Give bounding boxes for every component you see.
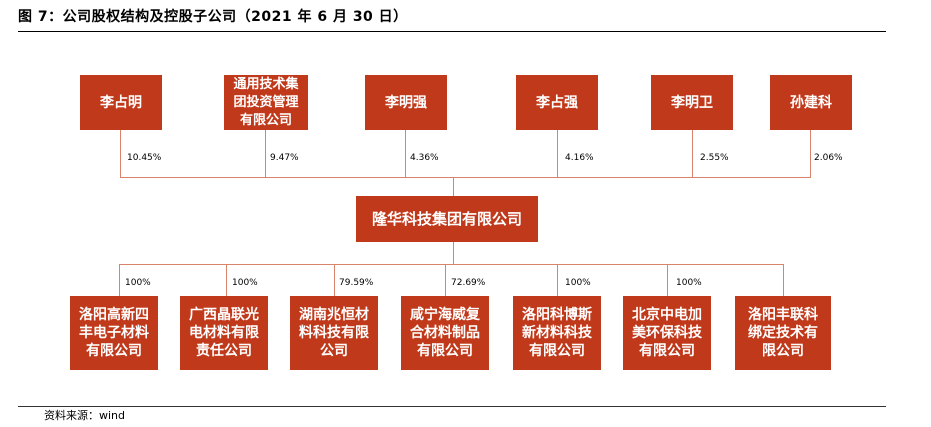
subsidiary-name-line2: 料科技有限 (299, 325, 369, 341)
shareholder-box-3: 李明强 (365, 75, 447, 130)
stake-label: 2.06% (814, 153, 843, 163)
connector-line (557, 130, 558, 177)
subsidiary-name-line1: 北京中电加 (632, 307, 702, 323)
subsidiary-name-line2: 丰电子材料 (79, 325, 149, 341)
connector-line (405, 130, 406, 177)
stake-label: 4.16% (565, 153, 594, 163)
subsidiary-name-line3: 有限公司 (639, 343, 695, 359)
parent-company-box: 隆华科技集团有限公司 (356, 196, 538, 242)
subsidiary-name-line3: 限公司 (762, 343, 804, 359)
shareholder-box-5: 李明卫 (651, 75, 733, 130)
connector-line (557, 264, 558, 296)
subsidiary-box-2: 广西晶联光 电材料有限 责任公司 (180, 296, 268, 370)
subsidiary-name-line1: 湖南兆恒材 (299, 307, 369, 323)
subsidiary-name-line2: 电材料有限 (189, 325, 259, 341)
connector-line (334, 264, 335, 296)
subsidiary-name-line2: 绑定技术有 (748, 325, 818, 341)
subsidiary-box-3: 湖南兆恒材 料科技有限 公司 (290, 296, 378, 370)
subsidiary-name-line3: 责任公司 (196, 343, 252, 359)
shareholder-name: 孙建科 (790, 94, 832, 111)
subsidiary-name-line1: 洛阳高新四 (79, 307, 149, 323)
stake-label: 10.45% (127, 153, 162, 163)
subsidiary-bus-line (119, 264, 784, 265)
shareholder-box-4: 李占强 (516, 75, 598, 130)
shareholder-box-6: 孙建科 (770, 75, 852, 130)
subsidiary-name-line3: 有限公司 (529, 343, 585, 359)
shareholder-box-1: 李占明 (80, 75, 162, 130)
subsidiary-box-1: 洛阳高新四 丰电子材料 有限公司 (70, 296, 158, 370)
subsidiary-name-line3: 公司 (320, 343, 348, 359)
shareholder-name: 李占强 (536, 94, 578, 111)
parent-company-name: 隆华科技集团有限公司 (371, 210, 522, 228)
subsidiary-box-7: 洛阳丰联科 绑定技术有 限公司 (735, 296, 831, 370)
connector-line (810, 130, 811, 177)
subsidiary-name-line1: 洛阳科博斯 (522, 307, 592, 323)
shareholder-name: 李明卫 (671, 94, 713, 111)
connector-line (120, 130, 121, 177)
top-rule (18, 31, 886, 32)
connector-line (445, 264, 446, 296)
stake-label: 2.55% (700, 153, 729, 163)
stake-label: 100% (676, 278, 702, 288)
stake-label: 100% (565, 278, 591, 288)
connector-line (453, 242, 454, 264)
connector-line (692, 130, 693, 177)
subsidiary-name-line1: 咸宁海威复 (410, 307, 480, 323)
shareholder-name-line3: 有限公司 (239, 112, 292, 128)
bottom-rule (18, 406, 886, 407)
shareholder-name: 李明强 (385, 94, 427, 111)
connector-line (265, 130, 266, 177)
shareholder-name: 李占明 (100, 94, 142, 111)
shareholder-name-line1: 通用技术集 (233, 76, 299, 92)
connector-line (226, 264, 227, 296)
subsidiary-box-6: 北京中电加 美环保科技 有限公司 (623, 296, 711, 370)
shareholder-box-2: 通用技术集 团投资管理 有限公司 (224, 75, 308, 130)
subsidiary-name-line1: 洛阳丰联科 (748, 307, 818, 323)
source-note: 资料来源：wind (44, 409, 126, 422)
subsidiary-name-line1: 广西晶联光 (189, 307, 259, 323)
stake-label: 4.36% (410, 153, 439, 163)
connector-line (783, 264, 784, 296)
subsidiary-name-line2: 合材料制品 (410, 325, 480, 341)
subsidiary-name-line3: 有限公司 (86, 343, 142, 359)
stake-label: 9.47% (270, 153, 299, 163)
stake-label: 79.59% (339, 278, 374, 288)
subsidiary-box-4: 咸宁海威复 合材料制品 有限公司 (401, 296, 489, 370)
figure-title: 图 7：公司股权结构及控股子公司（2021 年 6 月 30 日） (18, 9, 408, 25)
subsidiary-name-line2: 新材料科技 (522, 325, 592, 341)
connector-line (119, 264, 120, 296)
subsidiary-box-5: 洛阳科博斯 新材料科技 有限公司 (513, 296, 601, 370)
stake-label: 100% (125, 278, 151, 288)
stake-label: 72.69% (451, 278, 486, 288)
connector-line (667, 264, 668, 296)
subsidiary-name-line2: 美环保科技 (632, 325, 702, 341)
stake-label: 100% (232, 278, 258, 288)
shareholder-bus-line (120, 177, 811, 178)
shareholder-name-line2: 团投资管理 (233, 94, 299, 110)
connector-line (453, 177, 454, 196)
subsidiary-name-line3: 有限公司 (417, 343, 473, 359)
